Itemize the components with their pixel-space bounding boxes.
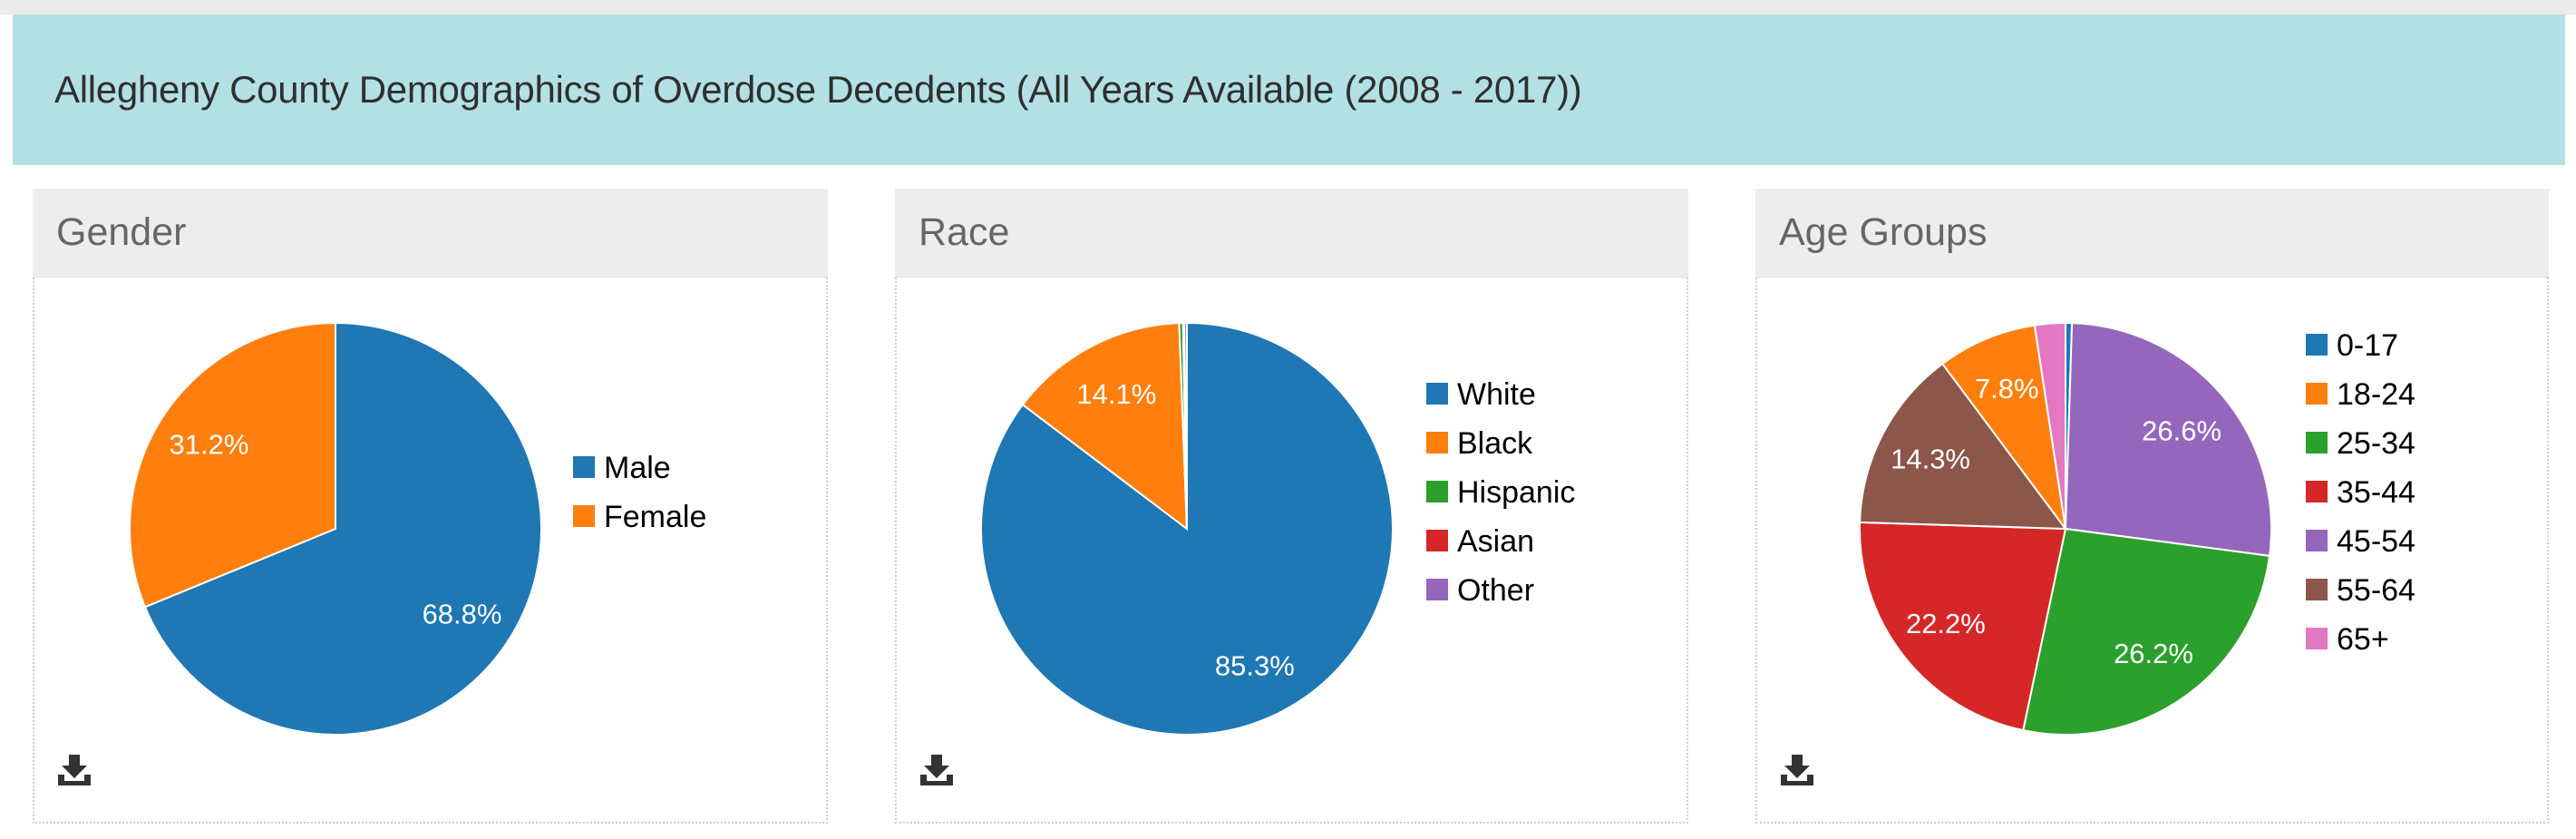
pie-slice-55-64[interactable] [1859,362,2068,531]
slice-label-35-44: 22.2% [1906,608,1986,639]
legend-label: 55-64 [2337,573,2416,608]
pie-slice-18-24[interactable] [1940,324,2066,530]
legend-item-other[interactable]: Other [1426,573,1534,608]
slice-label-45-54: 26.6% [2142,415,2221,446]
legend-swatch [1426,432,1448,454]
dashboard-banner: Allegheny County Demographics of Overdos… [13,15,2565,165]
legend-swatch [2306,530,2328,551]
legend-label: 25-34 [2337,426,2416,461]
slice-label-55-64: 14.3% [1891,443,1970,474]
pie-slice-black[interactable] [1021,322,1189,532]
pie-slice-25-34[interactable] [2022,527,2271,736]
panel-header: Age Groups [1755,189,2549,278]
legend-label: Male [604,451,671,485]
download-icon[interactable] [919,753,955,787]
page-title: Allegheny County Demographics of Overdos… [54,68,1582,111]
legend-swatch [2306,628,2328,649]
panel-title: Gender [56,210,187,254]
top-strip [0,0,2576,15]
legend-label: 0-17 [2337,328,2398,363]
panel-body [1755,278,2549,824]
pie-slice-35-44[interactable] [1859,521,2067,732]
pie-slice-female[interactable] [129,321,336,609]
panel-body [33,278,828,824]
age-groups-pie-chart: 26.6% 26.2% 22.2% 14.3% 7.8% 0-17 18-24 25-34 35… [1859,321,2416,736]
legend-item-45-54[interactable]: 45-54 [2306,524,2416,559]
pie-slice-male[interactable] [143,321,542,736]
legend-label: 45-54 [2337,524,2416,559]
legend-swatch [1426,579,1448,600]
legend-swatch [2306,481,2328,502]
slice-label-male: 68.8% [423,599,502,630]
legend-label: 35-44 [2337,475,2416,510]
slice-label-25-34: 26.2% [2114,638,2193,669]
legend-swatch [2306,334,2328,356]
legend-swatch [2306,383,2328,405]
legend-item-35-44[interactable]: 35-44 [2306,475,2416,510]
legend-swatch [573,505,595,527]
legend-swatch [1426,530,1448,551]
legend-item-asian[interactable]: Asian [1426,524,1534,559]
legend-swatch [2306,579,2328,600]
legend-label: Hispanic [1457,475,1575,510]
slice-label-female: 31.2% [170,428,249,460]
pie-slice-other[interactable] [1183,321,1188,530]
legend-swatch [1426,481,1448,502]
slice-label-18-24: 7.8% [1975,373,2039,405]
download-icon[interactable] [1779,753,1815,787]
gender-pie-chart: 68.8% 31.2% Male Female [129,321,706,736]
legend-label: Other [1457,573,1534,608]
slice-label-black: 14.1% [1076,378,1156,410]
download-icon[interactable] [56,753,92,787]
race-panel: Race 85.3% 14.1% White Black Hispanic Asian Ot… [895,189,1688,824]
legend-item-55-64[interactable]: 55-64 [2306,573,2416,608]
race-pie-chart: 85.3% 14.1% White Black Hispanic Asian Other [980,321,1575,736]
legend-swatch [573,456,595,478]
legend-item-18-24[interactable]: 18-24 [2306,377,2416,412]
legend-swatch [1426,383,1448,405]
legend-label: Black [1457,426,1533,461]
legend-label: Asian [1457,524,1534,559]
legend-label: 65+ [2337,622,2389,657]
panel-body [895,278,1688,824]
legend-item-0-17[interactable]: 0-17 [2306,328,2398,363]
legend-label: 18-24 [2337,377,2416,412]
legend-label: White [1457,377,1536,412]
legend-item-25-34[interactable]: 25-34 [2306,426,2416,461]
legend-item-white[interactable]: White [1426,377,1536,412]
legend-item-black[interactable]: Black [1426,426,1533,461]
legend-item-hispanic[interactable]: Hispanic [1426,475,1575,510]
panel-title: Age Groups [1779,210,1988,254]
gender-panel: Gender 68.8% 31.2% Male Female [33,189,828,824]
legend-item-male[interactable]: Male [573,451,671,485]
pie-slice-65[interactable] [2033,321,2066,530]
legend-item-65[interactable]: 65+ [2306,622,2389,657]
legend-swatch [2306,432,2328,454]
age-groups-panel: Age Groups 26.6% 26.2% 22.2% 14.3% 7.8% 0-17 1… [1755,189,2549,824]
panel-header: Gender [33,189,828,278]
panel-header: Race [895,189,1688,278]
slice-label-white: 85.3% [1215,649,1295,681]
legend-label: Female [604,500,706,534]
pie-slice-45-54[interactable] [2064,322,2272,557]
panel-title: Race [919,210,1010,254]
legend-item-female[interactable]: Female [573,500,706,534]
